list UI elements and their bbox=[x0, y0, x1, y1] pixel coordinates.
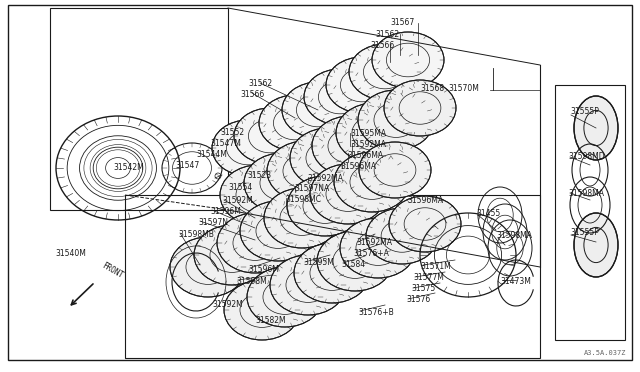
Text: 31555P: 31555P bbox=[570, 107, 599, 116]
Text: 31473M: 31473M bbox=[500, 277, 531, 286]
Text: 31597N: 31597N bbox=[198, 218, 228, 227]
Ellipse shape bbox=[194, 225, 270, 285]
Ellipse shape bbox=[264, 188, 340, 248]
Bar bbox=[50, 8, 228, 210]
Text: 31582M: 31582M bbox=[255, 316, 285, 325]
Text: 31592MA: 31592MA bbox=[307, 174, 343, 183]
Text: 31571M: 31571M bbox=[420, 262, 451, 271]
Text: 31566: 31566 bbox=[370, 41, 394, 50]
Text: 31577M: 31577M bbox=[413, 273, 444, 282]
Ellipse shape bbox=[317, 231, 393, 291]
Text: 31592M: 31592M bbox=[212, 300, 243, 309]
Text: 31598MA: 31598MA bbox=[568, 189, 604, 198]
Ellipse shape bbox=[349, 44, 421, 100]
Text: 31576+B: 31576+B bbox=[358, 308, 394, 317]
Ellipse shape bbox=[267, 141, 343, 201]
Ellipse shape bbox=[287, 176, 363, 236]
Text: 31598MD: 31598MD bbox=[568, 152, 605, 161]
Ellipse shape bbox=[234, 108, 306, 164]
Text: 31570M: 31570M bbox=[448, 84, 479, 93]
Ellipse shape bbox=[574, 96, 618, 160]
Text: 31584: 31584 bbox=[341, 260, 365, 269]
Text: 31523: 31523 bbox=[247, 171, 271, 180]
Text: 31547: 31547 bbox=[175, 161, 199, 170]
Ellipse shape bbox=[366, 208, 438, 264]
Text: 31575: 31575 bbox=[411, 284, 435, 293]
Text: 31547M: 31547M bbox=[210, 139, 241, 148]
Text: 31576: 31576 bbox=[406, 295, 430, 304]
Bar bbox=[555, 85, 625, 340]
Ellipse shape bbox=[310, 164, 386, 224]
Text: 31596MA: 31596MA bbox=[347, 151, 383, 160]
Ellipse shape bbox=[304, 69, 376, 125]
Text: 31568: 31568 bbox=[420, 84, 444, 93]
Ellipse shape bbox=[290, 128, 366, 188]
Text: 31566: 31566 bbox=[240, 90, 264, 99]
Ellipse shape bbox=[294, 243, 370, 303]
Ellipse shape bbox=[212, 120, 284, 176]
Text: 31595M: 31595M bbox=[303, 258, 334, 267]
Ellipse shape bbox=[270, 255, 346, 315]
Ellipse shape bbox=[240, 201, 316, 261]
Text: 31567: 31567 bbox=[390, 18, 414, 27]
Text: 31598MB: 31598MB bbox=[178, 230, 214, 239]
Ellipse shape bbox=[312, 116, 388, 176]
Text: 31592MA: 31592MA bbox=[350, 140, 386, 149]
Text: 31596M: 31596M bbox=[248, 265, 279, 274]
Ellipse shape bbox=[217, 213, 293, 273]
Text: 31596MA: 31596MA bbox=[407, 196, 443, 205]
Text: FRONT: FRONT bbox=[100, 261, 125, 280]
Ellipse shape bbox=[384, 80, 456, 136]
Ellipse shape bbox=[259, 95, 331, 151]
Ellipse shape bbox=[372, 32, 444, 88]
Text: 31555P: 31555P bbox=[570, 228, 599, 237]
Text: 31592MA: 31592MA bbox=[356, 238, 392, 247]
Ellipse shape bbox=[574, 213, 618, 277]
Text: 31562: 31562 bbox=[248, 79, 272, 88]
Text: 31552: 31552 bbox=[220, 128, 244, 137]
Ellipse shape bbox=[334, 152, 410, 212]
Ellipse shape bbox=[244, 153, 320, 213]
Ellipse shape bbox=[358, 90, 434, 150]
Ellipse shape bbox=[359, 142, 431, 198]
Text: 31597NA: 31597NA bbox=[294, 184, 329, 193]
Text: 31595MA: 31595MA bbox=[350, 129, 386, 138]
Ellipse shape bbox=[336, 103, 412, 163]
Text: 31455: 31455 bbox=[476, 209, 500, 218]
Text: 31592M: 31592M bbox=[222, 196, 253, 205]
Text: 31596M: 31596M bbox=[210, 207, 241, 216]
Ellipse shape bbox=[326, 57, 398, 113]
Ellipse shape bbox=[170, 237, 246, 297]
Text: 31554: 31554 bbox=[228, 183, 252, 192]
Text: 31544M: 31544M bbox=[196, 150, 227, 159]
Text: 31598MC: 31598MC bbox=[285, 195, 321, 204]
Text: 31576+A: 31576+A bbox=[353, 249, 389, 258]
Text: 31540M: 31540M bbox=[55, 249, 86, 258]
Ellipse shape bbox=[220, 165, 296, 225]
Ellipse shape bbox=[340, 218, 416, 278]
Ellipse shape bbox=[389, 196, 461, 252]
Text: 31598MA: 31598MA bbox=[496, 231, 532, 240]
Text: 31598M: 31598M bbox=[236, 277, 267, 286]
Bar bbox=[125, 195, 540, 358]
Ellipse shape bbox=[282, 82, 354, 138]
Text: 31562: 31562 bbox=[375, 30, 399, 39]
Text: A3.5A.037Z: A3.5A.037Z bbox=[584, 350, 626, 356]
Text: 31542M: 31542M bbox=[113, 163, 144, 172]
Ellipse shape bbox=[224, 280, 300, 340]
Text: 31596MA: 31596MA bbox=[340, 162, 376, 171]
Ellipse shape bbox=[247, 267, 323, 327]
